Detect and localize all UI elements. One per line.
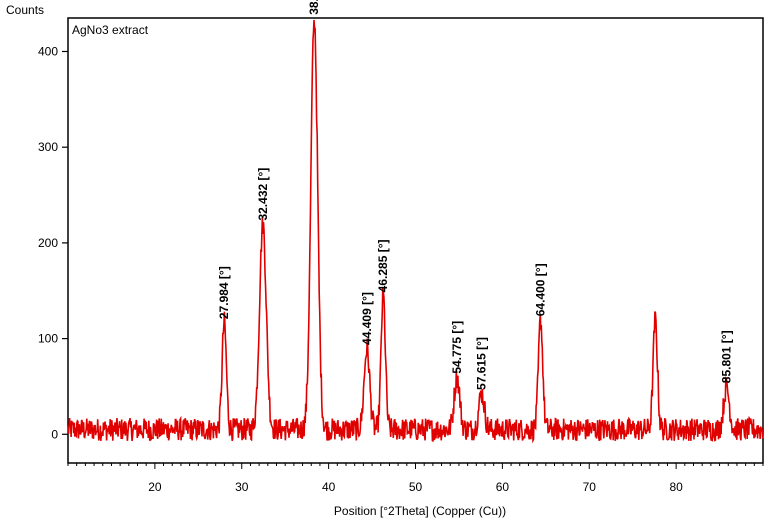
x-tick-label: 80 — [669, 480, 683, 494]
y-tick-label: 0 — [51, 427, 58, 441]
peak-label: 64.400 [°] — [534, 263, 548, 316]
peak-label: 32.432 [°] — [256, 168, 270, 221]
legend-text: AgNo3 extract — [72, 23, 149, 37]
x-axis-label: Position [°2Theta] (Copper (Cu)) — [334, 504, 506, 518]
axes-ticks: 0 100 200 300 400 20 30 40 50 60 70 80 — [38, 44, 764, 494]
peak-label: 54.775 [°] — [450, 321, 464, 374]
x-tick-label: 60 — [496, 480, 510, 494]
y-tick-label: 400 — [38, 44, 58, 58]
peak-label: 46.285 [°] — [376, 239, 390, 292]
y-tick-label: 300 — [38, 140, 58, 154]
y-tick-label: 100 — [38, 332, 58, 346]
y-tick-label: 200 — [38, 236, 58, 250]
x-tick-label: 30 — [235, 480, 249, 494]
peak-labels: 27.984 [°] 32.432 [°] 38.345 [°] 44.409 [°]… — [217, 0, 733, 390]
diffraction-trace — [67, 19, 764, 444]
x-tick-label: 50 — [409, 480, 423, 494]
x-tick-label: 40 — [322, 480, 336, 494]
peak-label: 57.615 [°] — [475, 337, 489, 390]
peak-label: 44.409 [°] — [360, 292, 374, 345]
peak-label: 85.801 [°] — [720, 330, 734, 383]
peak-label: 38.345 [°] — [307, 0, 321, 15]
x-tick-label: 70 — [583, 480, 597, 494]
peak-label: 27.984 [°] — [217, 266, 231, 319]
y-axis-label: Counts — [6, 3, 44, 17]
x-tick-label: 20 — [148, 480, 162, 494]
